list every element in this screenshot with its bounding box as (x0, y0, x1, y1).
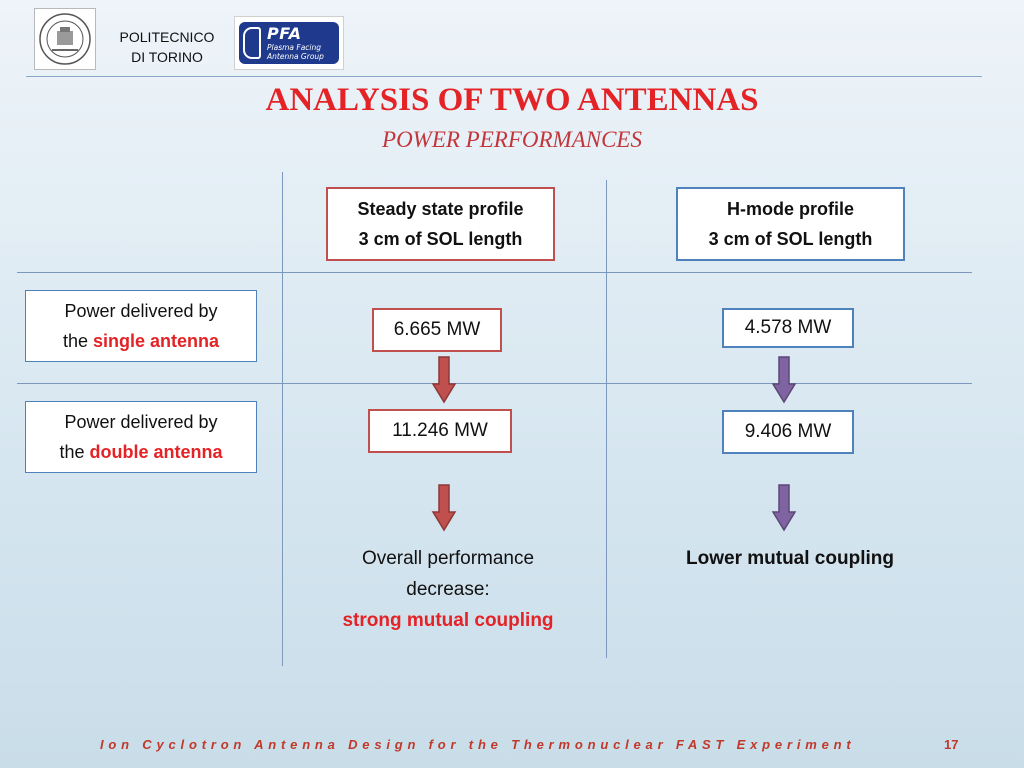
grid-hline-2 (17, 383, 972, 384)
value-steady-single: 6.665 MW (372, 308, 502, 352)
value-hmode-single: 4.578 MW (722, 308, 854, 348)
pfa-logo-sub-1: Plasma Facing (267, 43, 322, 52)
header-divider (26, 76, 982, 77)
column-header-line-2: 3 cm of SOL length (358, 229, 523, 249)
institution-line-1: POLITECNICO (119, 29, 215, 45)
grid-vline-2 (606, 180, 607, 658)
row-header-highlight: double antenna (89, 442, 223, 462)
row-header-single-antenna: Power delivered by the single antenna (25, 290, 257, 362)
footer-text: Ion Cyclotron Antenna Design for the The… (100, 737, 856, 752)
institution-line-2: DI TORINO (131, 49, 203, 65)
pfa-logo-subtitle: Plasma Facing Antenna Group (267, 43, 324, 61)
pfa-logo-title: PFA (267, 24, 302, 43)
column-header-h-mode: H-mode profile 3 cm of SOL length (676, 187, 905, 261)
value-hmode-double: 9.406 MW (722, 410, 854, 454)
page-number: 17 (944, 737, 959, 752)
column-header-line-2: 3 cm of SOL length (708, 229, 873, 249)
row-header-the: the (62, 331, 93, 351)
grid-hline-1 (17, 272, 972, 273)
column-header-steady-state: Steady state profile 3 cm of SOL length (326, 187, 555, 261)
row-header-double-antenna: Power delivered by the double antenna (25, 401, 257, 473)
antenna-icon (243, 27, 261, 59)
arrow-down-purple-icon (771, 484, 797, 532)
arrow-down-red-icon (431, 484, 457, 532)
seal-emblem-icon (39, 13, 91, 65)
institution-name: POLITECNICO DI TORINO (108, 27, 226, 67)
row-header-highlight: single antenna (93, 331, 220, 351)
row-header-line-1: Power delivered by (64, 412, 218, 432)
arrow-down-red-icon (431, 356, 457, 404)
conclusion-h-mode: Lower mutual coupling (686, 548, 894, 569)
pfa-logo-sub-2: Antenna Group (267, 52, 324, 61)
row-header-line-2: the single antenna (63, 326, 219, 356)
column-header-line-1: H-mode profile (726, 199, 854, 219)
pfa-badge: PFA Plasma Facing Antenna Group (239, 22, 339, 64)
row-header-the: the (59, 442, 90, 462)
grid-vline-1 (282, 172, 283, 666)
slide-subtitle: POWER PERFORMANCES (382, 127, 642, 152)
conclusion-line-3: strong mutual coupling (342, 610, 554, 631)
row-header-line-1: Power delivered by (64, 301, 218, 321)
pfa-group-logo: PFA Plasma Facing Antenna Group (234, 16, 344, 70)
value-steady-double: 11.246 MW (368, 409, 512, 453)
conclusion-line-2: decrease: (406, 579, 490, 600)
slide-title: ANALYSIS OF TWO ANTENNAS (265, 82, 759, 118)
row-header-line-2: the double antenna (59, 437, 222, 467)
conclusion-steady-state: Overall performance decrease: strong mut… (300, 543, 596, 636)
arrow-down-purple-icon (771, 356, 797, 404)
conclusion-line-1: Overall performance (361, 548, 535, 569)
politecnico-seal-logo (34, 8, 96, 70)
column-header-line-1: Steady state profile (357, 199, 524, 219)
